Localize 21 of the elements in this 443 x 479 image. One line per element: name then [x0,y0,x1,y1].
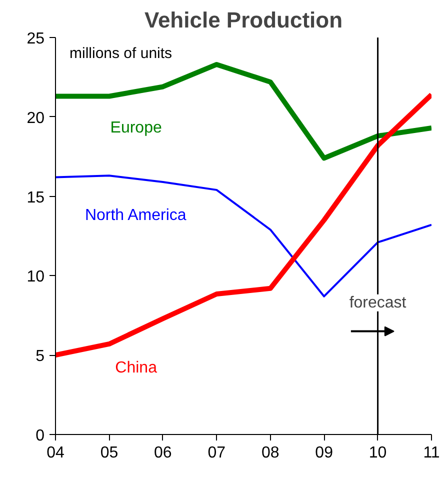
x-tick-label: 07 [208,444,226,462]
y-tick-label: 0 [36,428,45,444]
x-tick-label: 06 [154,444,172,462]
ref-line-label: forecast [349,294,407,312]
y-tick-label: 25 [26,30,45,48]
series-label: China [115,359,158,376]
series-label: North America [84,206,186,224]
y-tick-label: 20 [26,110,45,127]
line-series [56,174,432,298]
annotation: millions of units [70,45,172,62]
series-label: Europe [110,119,162,136]
x-tick-label: 10 [368,444,387,462]
y-tick-label: 10 [26,268,45,286]
x-tick-label: 11 [423,444,440,462]
y-tick-label: 15 [26,189,45,206]
chart-title: Vehicle Production [144,8,343,32]
x-tick-label: 05 [100,444,118,462]
x-tick-label: 09 [315,444,334,462]
x-tick-label: 04 [46,444,64,462]
x-tick-label: 08 [261,444,280,462]
y-tick-label: 5 [36,348,45,366]
